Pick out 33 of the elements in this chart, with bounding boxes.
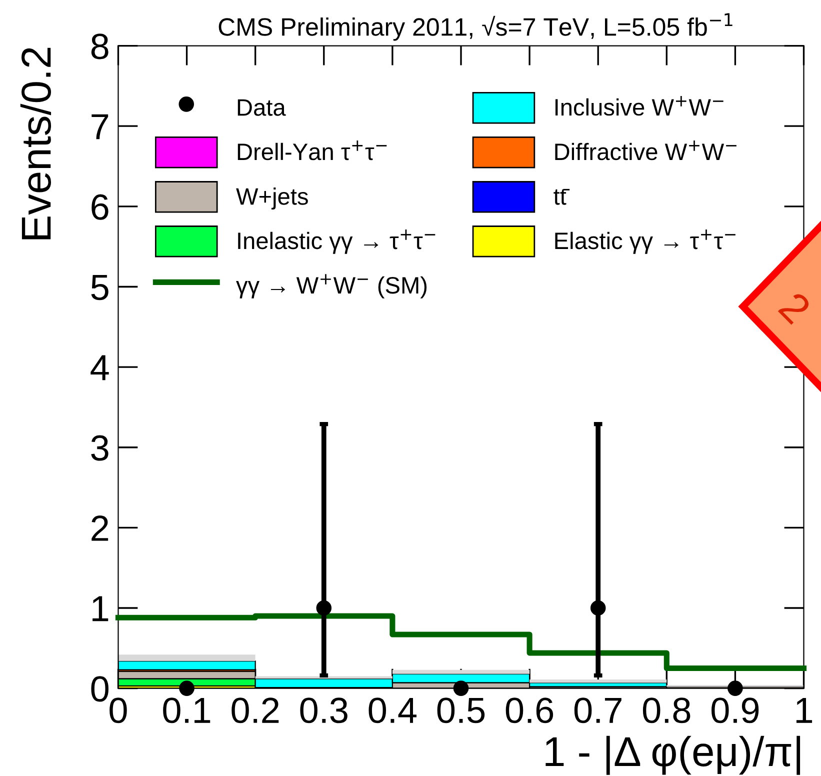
- x-tick-label: 0.1: [163, 698, 210, 724]
- x-tick-label: 0.9: [712, 698, 759, 724]
- x-axis-title: 1 - |Δ φ(eμ)/π|: [546, 736, 800, 775]
- x-tick-label: 1: [796, 698, 812, 723]
- legend-label: γγ → W$^{+}$W$^{−}$ (SM): [236, 274, 427, 298]
- x-tick-label: 0.2: [232, 698, 279, 724]
- y-tick-label: 8: [91, 34, 108, 60]
- legend-label: Diffractive W$^{+}$W$^{−}$: [555, 140, 736, 160]
- legend-label: W+jets: [236, 188, 308, 210]
- x-tick-label: 0.4: [368, 698, 416, 724]
- legend-label: Inelastic γγ → τ$^{+}$τ$^{−}$: [238, 230, 436, 254]
- x-tick-label: 0.3: [300, 698, 348, 724]
- legend-label: Drell-Yan τ$^{+}$τ$^{−}$: [238, 140, 387, 160]
- x-tick-label: 0.7: [574, 698, 622, 724]
- x-tick-label: 0.6: [506, 698, 554, 724]
- y-tick-label: 2: [92, 516, 108, 541]
- y-tick-label: 1: [92, 596, 108, 622]
- legend-label: Data: [238, 99, 286, 116]
- y-tick-label: 6: [92, 194, 108, 220]
- y-tick-label: 4: [90, 355, 109, 380]
- chart-title: CMS Preliminary 2011, √s=7 TeV, L=5.05 fb$^{−1}$: [218, 13, 732, 41]
- x-tick-label: 0.5: [437, 698, 485, 724]
- legend-label: Elastic γγ → τ$^{+}$τ$^{−}$: [555, 230, 736, 254]
- legend-label: tt̄: [554, 188, 570, 205]
- y-tick-label: 5: [91, 274, 108, 300]
- y-tick-label: 0: [91, 676, 108, 702]
- x-tick-label: 0.8: [642, 698, 690, 724]
- y-tick-label: 7: [92, 114, 108, 140]
- annotation: 2: [778, 290, 812, 325]
- x-tick-label: 0: [110, 698, 127, 724]
- y-axis-title: Events/0.2: [20, 48, 52, 240]
- legend-label: Inclusive W$^{+}$W$^{−}$: [555, 96, 724, 116]
- y-tick-label: 3: [91, 435, 108, 461]
